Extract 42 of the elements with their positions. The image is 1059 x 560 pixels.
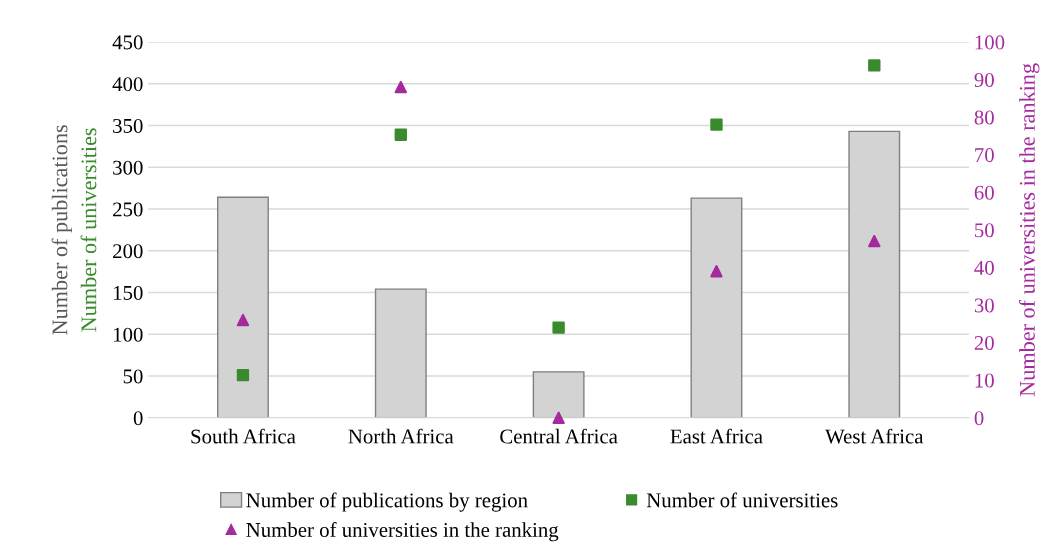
y2-axis-title: Number of universities in the ranking <box>1018 63 1040 397</box>
x-tick-label: South Africa <box>191 428 296 444</box>
point <box>394 80 407 94</box>
y2-tick-label: 90 <box>974 72 994 88</box>
point <box>868 234 881 248</box>
y-tick-label: 0 <box>133 411 143 426</box>
y2-tick-label: 80 <box>974 110 994 125</box>
x-tick-label: North Africa <box>348 428 454 444</box>
x-tick-label: Central Africa <box>500 428 618 444</box>
y-tick-label: 50 <box>123 369 143 384</box>
point <box>710 118 723 131</box>
point <box>552 321 565 334</box>
point <box>710 265 723 278</box>
y-tick-label: 300 <box>113 160 143 175</box>
y2-tick-label: 70 <box>975 148 994 163</box>
point <box>236 368 250 382</box>
x-tick-label: West Africa <box>825 428 924 444</box>
legend-label: Number of universities in the ranking <box>246 522 559 542</box>
x-tick-label: East Africa <box>670 428 763 444</box>
y2-tick-label: 30 <box>974 298 994 313</box>
y-tick-label: 450 <box>112 35 143 50</box>
point <box>868 59 881 72</box>
y2-tick-label: 20 <box>974 335 994 351</box>
y-tick-label: 250 <box>113 202 143 217</box>
y2-tick-label: 50 <box>975 223 994 238</box>
y-tick-label: 200 <box>113 244 143 259</box>
text: Number of universities <box>80 128 97 332</box>
point <box>552 411 565 424</box>
y2-tick-label: 60 <box>974 185 994 200</box>
point <box>236 313 250 327</box>
y-axis-title: Number of publications <box>51 125 72 335</box>
y-tick-label: 350 <box>113 118 143 133</box>
point <box>394 128 407 141</box>
y-tick-label: 400 <box>112 77 143 92</box>
y2-tick-label: 10 <box>975 373 994 388</box>
legend-label: Number of publications by region <box>246 492 528 512</box>
legend-label: Number of universities <box>646 492 838 508</box>
y-tick-label: 100 <box>113 327 143 342</box>
y2-tick-label: 40 <box>974 260 994 275</box>
y2-tick-label: 100 <box>975 35 1005 50</box>
y2-tick-label: 0 <box>974 411 984 426</box>
y-tick-label: 150 <box>113 285 143 300</box>
